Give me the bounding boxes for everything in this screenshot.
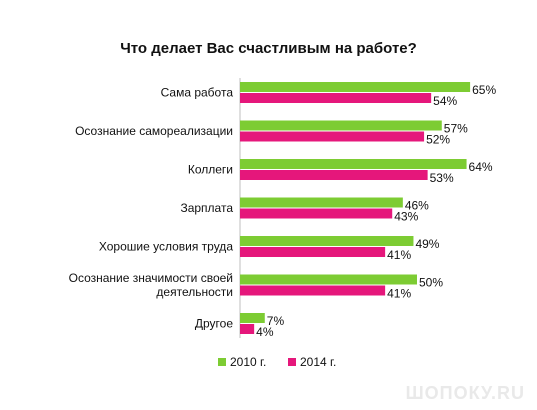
category-label: Осознание самореализации — [75, 124, 233, 138]
bar-series-2 — [240, 208, 393, 219]
bar-series-2 — [240, 285, 386, 296]
data-label: 64% — [469, 160, 493, 174]
bar-series-2 — [240, 247, 386, 257]
data-label: 41% — [387, 287, 411, 301]
bar-series-2 — [240, 93, 432, 103]
bar-series-2 — [240, 324, 255, 334]
watermark: ШОПОКУ.RU — [405, 383, 525, 403]
bar-series-1 — [240, 197, 403, 208]
bar-series-2 — [240, 170, 428, 180]
data-label: 52% — [426, 133, 450, 147]
bar-series-1 — [240, 82, 471, 92]
data-label: 54% — [433, 94, 457, 108]
data-label: 41% — [387, 248, 411, 262]
legend-swatch — [218, 358, 226, 366]
data-label: 46% — [405, 199, 429, 213]
data-label: 49% — [415, 237, 439, 251]
data-label: 53% — [430, 171, 454, 185]
category-label: Зарплата — [180, 201, 233, 215]
legend-label: 2010 г. — [230, 355, 266, 369]
bar-series-1 — [240, 159, 467, 169]
legend-swatch — [288, 358, 296, 366]
chart-title: Что делает Вас счастливым на работе? — [120, 40, 417, 57]
category-label: Хорошие условия труда — [99, 240, 233, 254]
bar-series-1 — [240, 274, 417, 285]
category-label: Коллеги — [188, 163, 233, 177]
bar-series-1 — [240, 120, 442, 131]
category-label: Другое — [195, 317, 233, 331]
data-label: 65% — [472, 83, 496, 97]
legend: 2010 г. 2014 г. — [218, 355, 336, 369]
data-label: 4% — [256, 325, 274, 339]
data-label: 7% — [267, 314, 285, 328]
data-label: 50% — [419, 276, 443, 290]
category-label: Сама работа — [161, 86, 234, 100]
legend-label: 2014 г. — [300, 355, 336, 369]
category-label: Осознание значимости своей деятельности — [69, 271, 233, 299]
data-label: 57% — [444, 122, 468, 136]
bars-layer: Сама работа 65% 54% Осознание самореализаци… — [69, 78, 496, 339]
data-label: 43% — [394, 210, 418, 224]
bar-series-1 — [240, 236, 414, 246]
bar-series-2 — [240, 131, 425, 142]
bar-series-1 — [240, 313, 265, 323]
